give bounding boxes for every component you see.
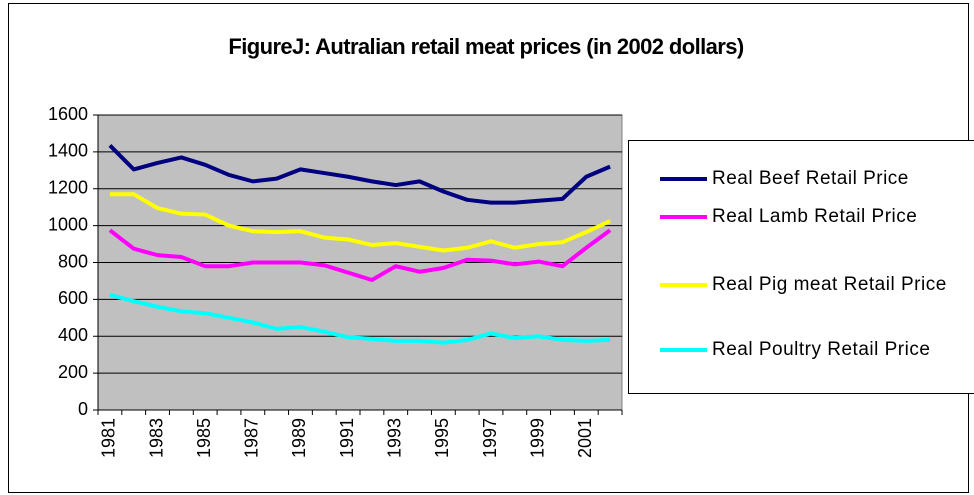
y-tick-label: 800 bbox=[58, 251, 88, 271]
x-tick-label: 1991 bbox=[337, 418, 357, 458]
chart-title: FigureJ: Autralian retail meat prices (i… bbox=[228, 34, 743, 59]
y-tick-label: 1200 bbox=[48, 178, 88, 198]
x-tick-label: 1981 bbox=[99, 418, 119, 458]
y-tick-label: 0 bbox=[78, 399, 88, 419]
x-tick-label: 2001 bbox=[575, 418, 595, 458]
series-line bbox=[108, 144, 611, 205]
legend-label: Real Beef Retail Price bbox=[712, 168, 909, 189]
x-tick-label: 1993 bbox=[384, 418, 404, 458]
x-tick-label: 1983 bbox=[146, 418, 166, 458]
y-tick-label: 200 bbox=[58, 362, 88, 382]
series-line bbox=[109, 192, 611, 253]
x-tick-label: 1995 bbox=[432, 418, 452, 458]
legend-label: Real Pig meat Retail Price bbox=[712, 274, 947, 295]
y-tick-label: 1000 bbox=[48, 214, 88, 234]
x-tick-label: 1989 bbox=[289, 418, 309, 458]
x-tick-label: 1997 bbox=[480, 418, 500, 458]
legend-label: Real Lamb Retail Price bbox=[712, 206, 918, 227]
y-tick-label: 600 bbox=[58, 288, 88, 308]
x-tick-label: 1999 bbox=[527, 418, 547, 458]
x-tick-label: 1987 bbox=[242, 418, 262, 458]
y-tick-label: 400 bbox=[58, 325, 88, 345]
series-line bbox=[108, 228, 612, 283]
series-line bbox=[109, 292, 611, 345]
legend-label: Real Poultry Retail Price bbox=[712, 339, 931, 360]
y-tick-label: 1400 bbox=[48, 141, 88, 161]
x-tick-label: 1985 bbox=[194, 418, 214, 458]
y-tick-label: 1600 bbox=[48, 104, 88, 124]
